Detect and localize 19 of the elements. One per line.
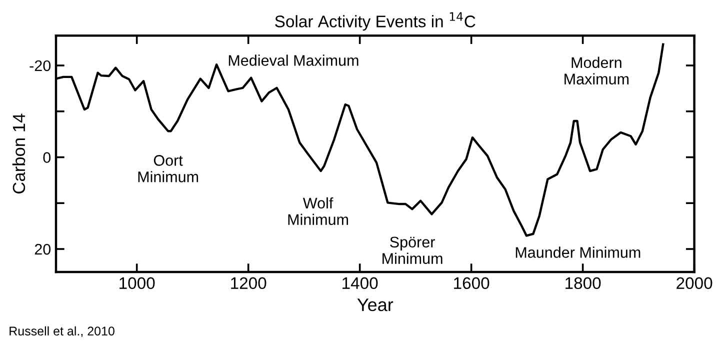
chart-title: Solar Activity Events in $^{14}$C (275, 12, 476, 31)
annotation: Modern Maximum (564, 56, 629, 84)
x-tick-label: 1400 (342, 277, 378, 290)
x-tick-label: 1200 (231, 277, 266, 290)
annotation: Spörer Minimum (382, 236, 442, 264)
y-tick-label: 0 (43, 152, 51, 163)
text: Russell et al., 2010 (10, 326, 114, 337)
annotation: Maunder Minimum (516, 246, 640, 258)
x-axis-title: Year (357, 298, 394, 312)
annotation: Medieval Maximum (228, 54, 358, 66)
y-axis-title: Carbon 14 (12, 114, 26, 194)
annotation: Wolf Minimum (288, 197, 348, 225)
x-tick-label: 1800 (566, 277, 601, 290)
x-tick-label: 1600 (454, 277, 490, 290)
y-tick-label: -20 (30, 60, 51, 72)
x-tick-label: 1000 (120, 277, 155, 290)
y-tick-label: 20 (34, 244, 51, 255)
x-tick-label: 2000 (676, 277, 712, 290)
annotation: Oort Minimum (138, 155, 198, 182)
